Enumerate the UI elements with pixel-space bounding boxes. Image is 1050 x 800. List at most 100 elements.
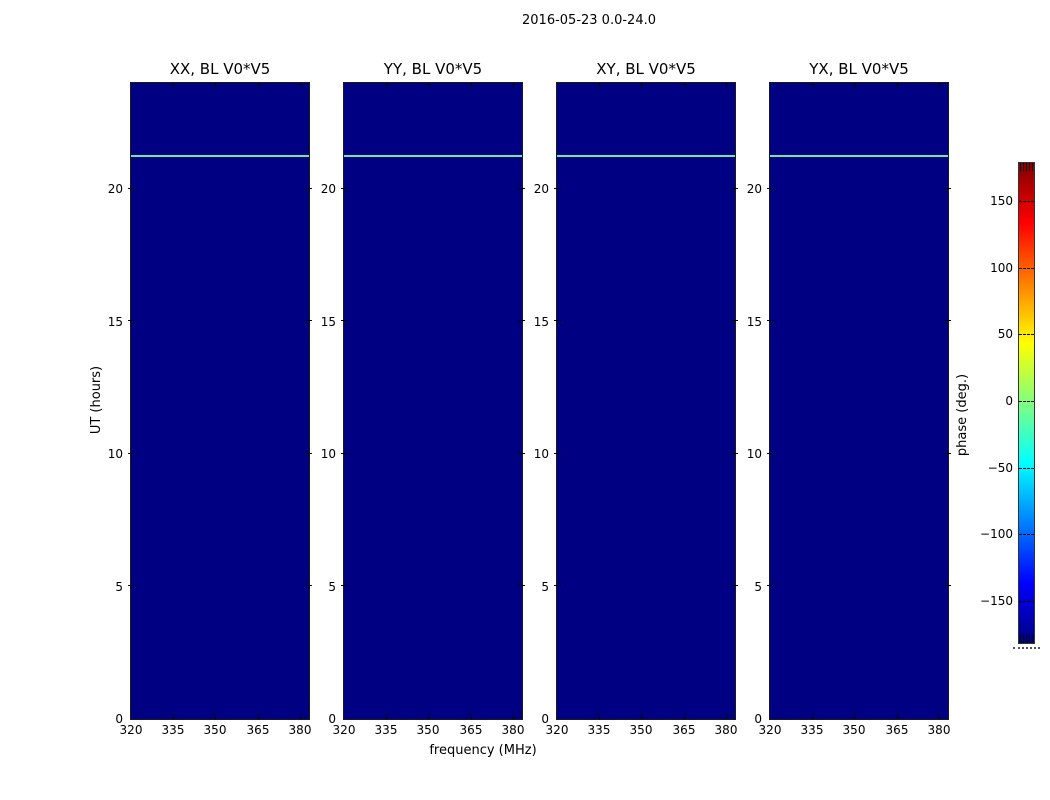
- tick-mark: [258, 83, 259, 88]
- tick-mark: [944, 585, 951, 586]
- xtick-label: 335: [161, 723, 185, 737]
- tick-mark: [215, 714, 216, 719]
- ytick-label: 5: [328, 580, 336, 594]
- tick-mark: [300, 714, 301, 719]
- panel-title: XX, BL V0*V5: [169, 60, 271, 78]
- phase-stripe: [131, 155, 309, 157]
- xtick-label: 380: [288, 723, 312, 737]
- colorbar-tick-label: −150: [980, 594, 1013, 608]
- tick-mark: [305, 453, 312, 454]
- ytick-label: 20: [746, 182, 762, 196]
- colorbar-tick-line: [1019, 468, 1034, 469]
- tick-mark: [128, 585, 135, 586]
- ytick-label: 5: [541, 580, 549, 594]
- tick-mark: [471, 83, 472, 88]
- colorbar-underline-dots: [1013, 647, 1040, 649]
- xtick-label: 350: [203, 723, 227, 737]
- xtick-label: 335: [374, 723, 398, 737]
- tick-mark: [599, 83, 600, 88]
- ytick-label: 0: [328, 712, 336, 726]
- ytick-label: 15: [107, 315, 123, 329]
- ytick-label: 15: [746, 315, 762, 329]
- tick-mark: [513, 714, 514, 719]
- tick-mark: [305, 585, 312, 586]
- xtick-label: 320: [119, 723, 143, 737]
- tick-mark: [684, 714, 685, 719]
- tick-mark: [341, 320, 348, 321]
- colorbar-tick-label: 100: [990, 261, 1013, 275]
- colorbar-tick-line: [1019, 268, 1034, 269]
- ytick-label: 0: [541, 712, 549, 726]
- colorbar-tick-label: −100: [980, 527, 1013, 541]
- colorbar-tick-label: 0: [1005, 394, 1013, 408]
- panel-title: YX, BL V0*V5: [809, 60, 909, 78]
- panel-title: XY, BL V0*V5: [596, 60, 696, 78]
- tick-mark: [554, 320, 561, 321]
- tick-mark: [812, 714, 813, 719]
- colorbar-tick-line: [1019, 401, 1034, 402]
- tick-mark: [305, 188, 312, 189]
- ytick-label: 15: [533, 315, 549, 329]
- tick-mark: [731, 453, 738, 454]
- colorbar-tick-label: 50: [997, 327, 1013, 341]
- heatmap-panel-xy: XY, BL V0*V5 0 5 10 15 20 320 335 350 36…: [534, 60, 738, 737]
- ytick-label: 5: [115, 580, 123, 594]
- colorbar-tick-line: [1019, 334, 1034, 335]
- colorbar: 150 100 50 0 −50 −100 −150: [980, 162, 1035, 644]
- heatmap-panel-yx: YX, BL V0*V5 0 5 10 15 20 320 335 350 36…: [747, 60, 951, 737]
- tick-mark: [641, 83, 642, 88]
- tick-mark: [386, 83, 387, 88]
- ytick-label: 0: [115, 712, 123, 726]
- tick-mark: [518, 585, 525, 586]
- tick-mark: [300, 83, 301, 88]
- tick-mark: [428, 714, 429, 719]
- tick-mark: [726, 83, 727, 88]
- tick-mark: [341, 453, 348, 454]
- heatmap-panel-yy: YY, BL V0*V5 0 5 10 15 20 320 335 350 36…: [321, 60, 525, 737]
- tick-mark: [518, 453, 525, 454]
- phase-stripe: [770, 155, 948, 157]
- tick-mark: [215, 83, 216, 88]
- y-axis-label: UT (hours): [89, 365, 104, 435]
- ytick-label: 20: [320, 182, 336, 196]
- colorbar-axis-label: phase (deg.): [955, 373, 970, 457]
- tick-mark: [854, 83, 855, 88]
- tick-mark: [731, 585, 738, 586]
- tick-mark: [128, 320, 135, 321]
- tick-mark: [173, 714, 174, 719]
- heatmap-panel-xx: XX, BL V0*V5 0 5 10 15 20 320 335 350 36…: [108, 60, 312, 737]
- tick-mark: [128, 188, 135, 189]
- xtick-label: 365: [246, 723, 270, 737]
- tick-mark: [684, 83, 685, 88]
- tick-mark: [767, 320, 774, 321]
- xtick-label: 365: [885, 723, 909, 737]
- tick-mark: [554, 453, 561, 454]
- tick-mark: [944, 453, 951, 454]
- tick-mark: [767, 188, 774, 189]
- ytick-label: 5: [754, 580, 762, 594]
- xtick-label: 365: [672, 723, 696, 737]
- tick-mark: [471, 714, 472, 719]
- tick-mark: [731, 188, 738, 189]
- colorbar-tick-line: [1019, 534, 1034, 535]
- xtick-label: 380: [501, 723, 525, 737]
- tick-mark: [386, 714, 387, 719]
- xtick-label: 365: [459, 723, 483, 737]
- phase-stripe: [557, 155, 735, 157]
- xtick-label: 335: [587, 723, 611, 737]
- xtick-label: 320: [332, 723, 356, 737]
- ytick-label: 20: [533, 182, 549, 196]
- tick-mark: [854, 714, 855, 719]
- colorbar-bottom-comb: [1020, 635, 1033, 643]
- xtick-label: 380: [714, 723, 738, 737]
- colorbar-top-comb: [1020, 163, 1033, 171]
- colorbar-tick-label: 150: [990, 194, 1013, 208]
- tick-mark: [258, 714, 259, 719]
- figure-title: 2016-05-23 0.0-24.0: [522, 13, 656, 28]
- ytick-label: 10: [533, 447, 549, 461]
- tick-mark: [767, 453, 774, 454]
- tick-mark: [944, 320, 951, 321]
- tick-mark: [939, 83, 940, 88]
- colorbar-tick-line: [1019, 601, 1034, 602]
- xtick-label: 335: [800, 723, 824, 737]
